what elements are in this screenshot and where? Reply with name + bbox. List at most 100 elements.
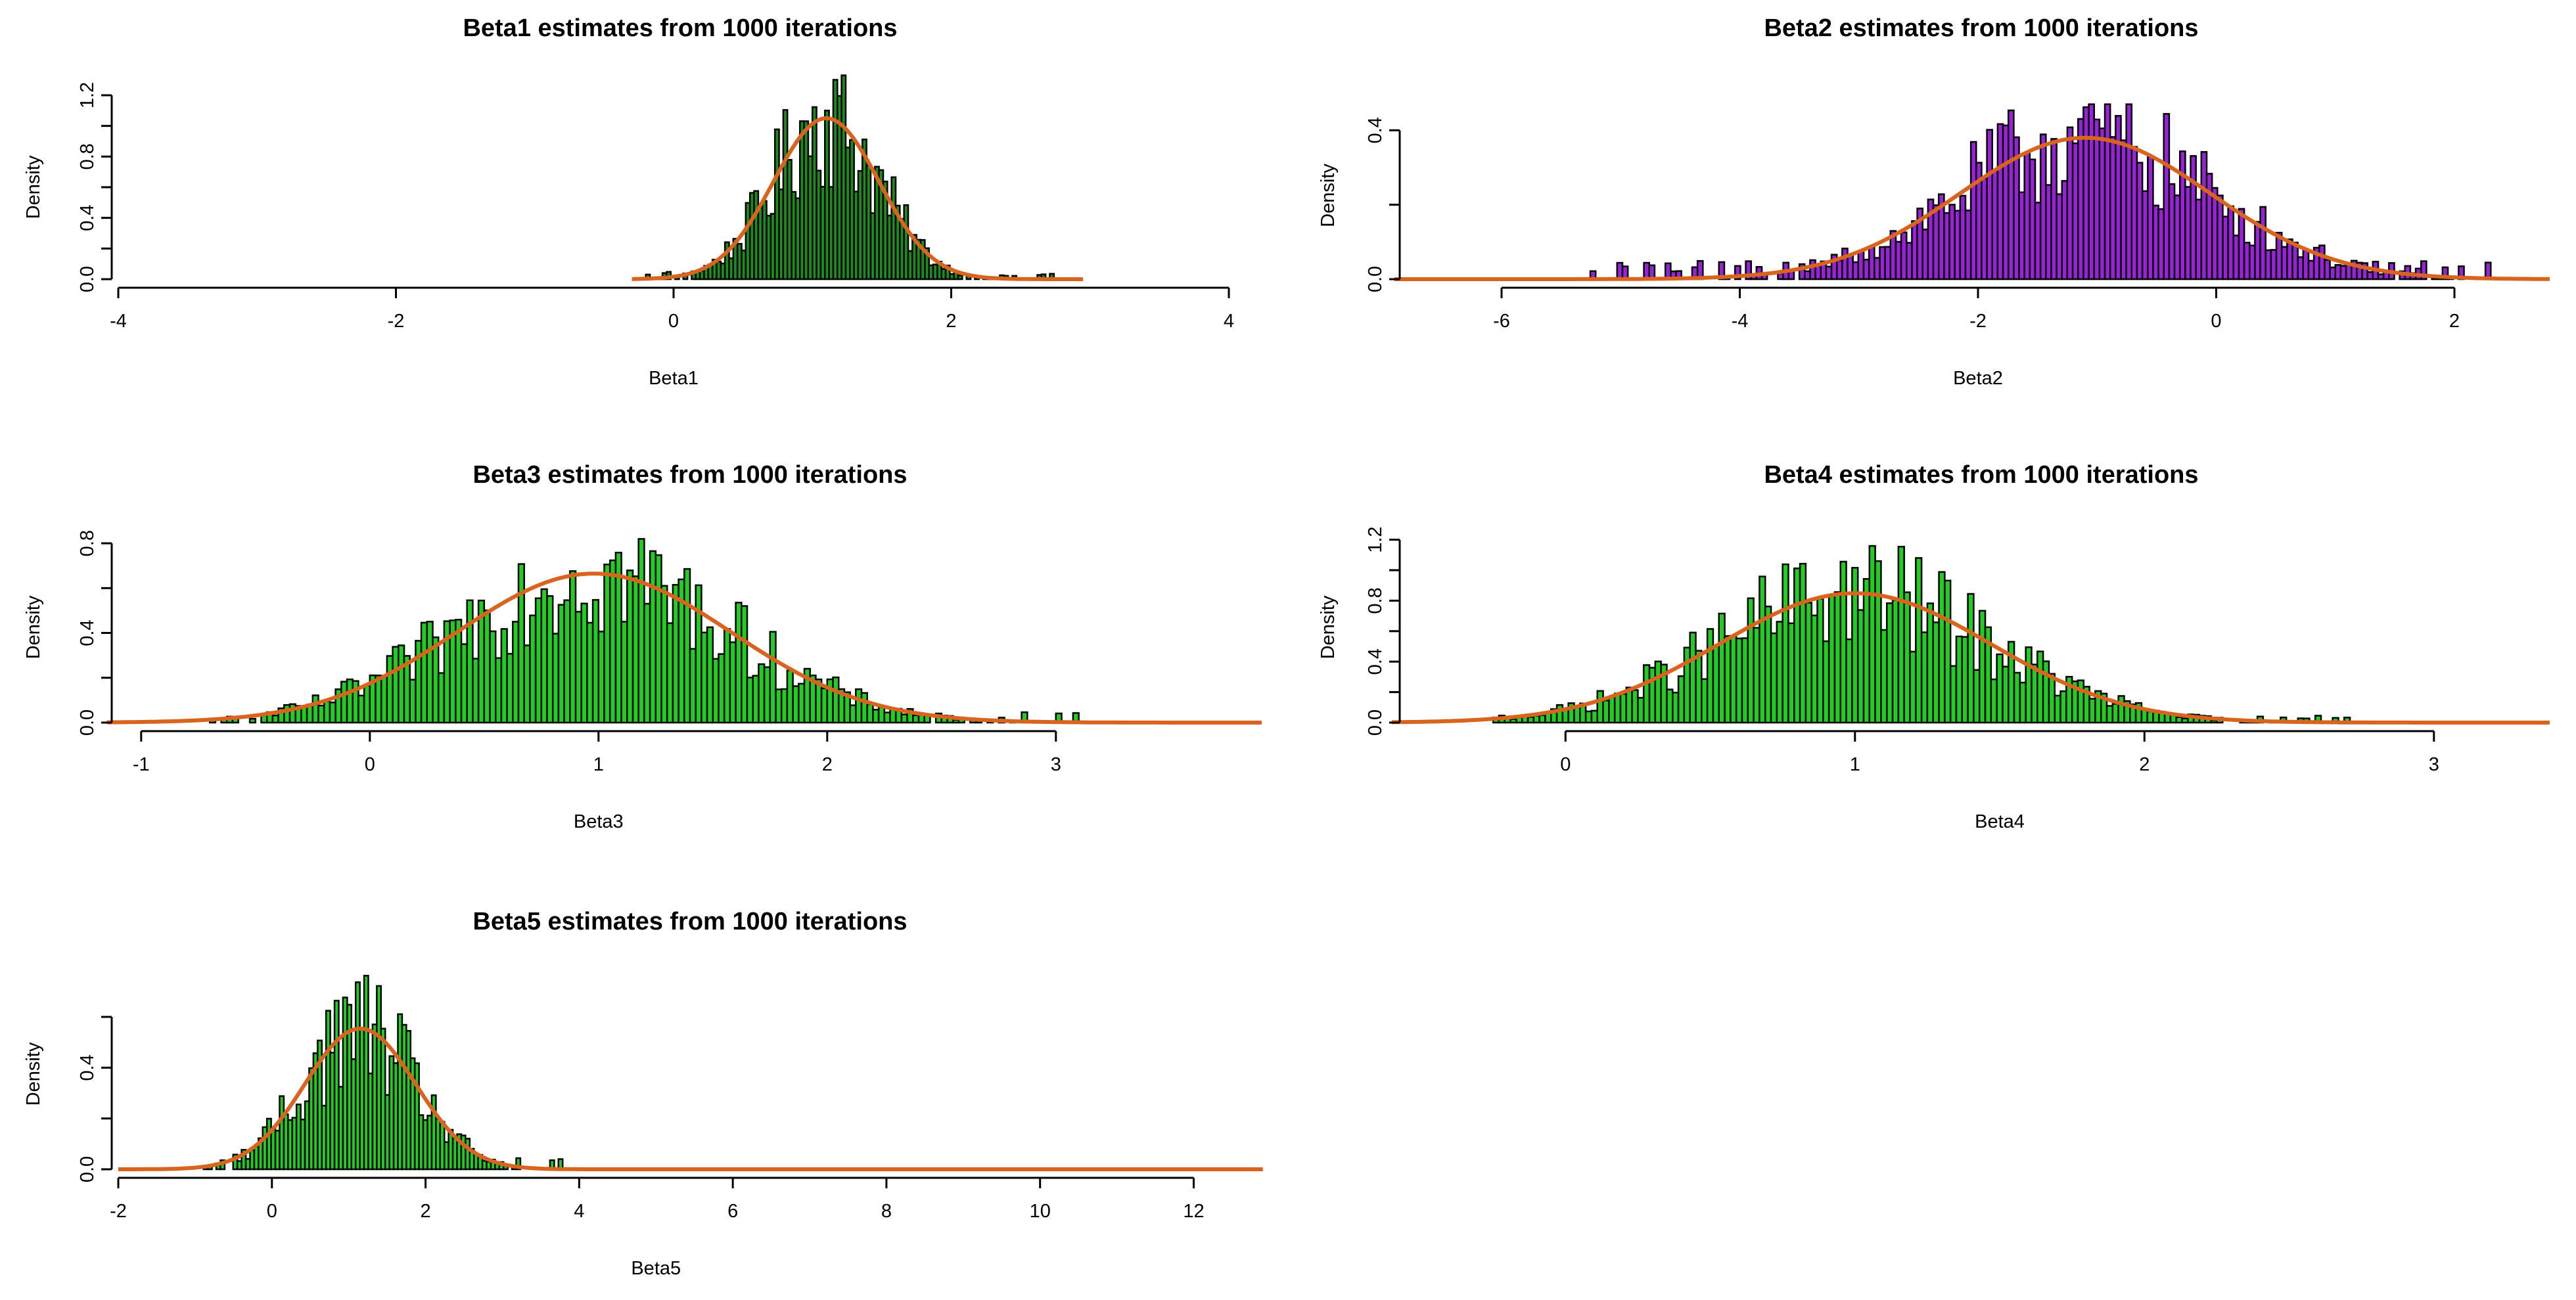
y-axis-label: Density <box>23 155 44 219</box>
histogram-bar <box>546 595 554 724</box>
histogram-bar <box>1984 626 1992 724</box>
histogram-bar <box>1613 692 1622 724</box>
histogram-bar <box>798 683 806 724</box>
histogram-bar <box>944 264 951 280</box>
histogram-bar <box>489 630 497 724</box>
histogram-bar <box>746 677 754 724</box>
histogram-bar <box>472 658 480 724</box>
density-curve <box>106 572 1262 725</box>
histogram-bar <box>340 681 348 724</box>
histogram-bar <box>957 275 963 280</box>
histogram-bar <box>832 676 840 724</box>
histogram-bar <box>1776 621 1783 724</box>
histogram-bar <box>1851 567 1859 724</box>
histogram-bar <box>375 674 382 724</box>
histogram-bar <box>1712 644 1720 724</box>
y-tick-label: 0.4 <box>1365 648 1386 675</box>
histogram-bar <box>1648 667 1657 724</box>
histogram-bar <box>333 1000 340 1171</box>
x-axis-label: Beta4 <box>1975 811 2025 832</box>
histogram-bar <box>460 643 468 724</box>
histogram-bar <box>643 602 651 724</box>
x-tick-label: 2 <box>822 754 833 775</box>
histogram-bar <box>2140 709 2148 724</box>
x-tick-label: -2 <box>110 1201 127 1222</box>
histogram-bar <box>1532 715 1540 724</box>
y-tick-label: 0.8 <box>77 530 98 556</box>
histogram-bar <box>2361 262 2368 280</box>
histogram-bar <box>1839 560 1847 724</box>
y-tick-label: 0.8 <box>77 143 98 169</box>
x-tick-label: 12 <box>1183 1201 1204 1222</box>
x-tick-label: 1 <box>1850 754 1860 775</box>
histogram-bar <box>515 1157 522 1171</box>
chart-title: Beta5 estimates from 1000 iterations <box>472 908 907 935</box>
x-tick-label: -4 <box>1732 311 1749 332</box>
histogram-bar <box>569 570 577 724</box>
histogram-bar <box>912 714 920 724</box>
histogram-bar <box>752 675 760 724</box>
x-tick-label: 8 <box>881 1201 892 1222</box>
histogram-bar <box>741 605 748 724</box>
histogram-bar <box>1920 631 1929 724</box>
histogram-bar <box>2036 650 2044 724</box>
histogram-bar <box>283 704 291 724</box>
histogram-bar <box>660 585 668 724</box>
histogram-bar <box>523 644 531 724</box>
histogram-bar <box>551 633 560 724</box>
histogram-bar <box>718 653 725 724</box>
histogram-bar <box>1724 635 1732 724</box>
histogram-bar <box>1701 678 1709 724</box>
histogram-bar <box>557 604 565 724</box>
density-curve <box>118 1027 1263 1171</box>
histogram-bar <box>655 554 662 724</box>
histogram-bar <box>1978 610 1987 724</box>
histogram-bar <box>1903 591 1911 724</box>
x-tick-label: -2 <box>388 311 405 332</box>
histogram-bar <box>2031 663 2038 724</box>
histogram-bar <box>432 636 440 724</box>
histogram-bar <box>409 679 417 724</box>
y-tick-label: 0.4 <box>1365 117 1386 143</box>
histogram-bar <box>466 599 474 724</box>
histogram-bar <box>609 559 617 724</box>
histogram-bar <box>529 614 537 724</box>
histogram-bar <box>386 655 394 724</box>
histogram-bar <box>820 687 829 724</box>
histogram-bar <box>775 688 783 724</box>
histogram-bar <box>1734 265 1741 280</box>
histogram-bar <box>2025 646 2033 724</box>
y-axis-label: Density <box>1318 164 1339 227</box>
histogram-bar <box>952 719 960 724</box>
histogram-bar <box>1759 575 1766 724</box>
histogram-bar <box>735 602 743 724</box>
histogram-bar <box>586 621 594 724</box>
histogram-bar <box>1672 692 1680 724</box>
histogram-bar <box>1891 599 1900 724</box>
histogram-bar <box>1897 545 1905 724</box>
histogram-bar <box>849 704 857 724</box>
histogram-bar <box>1973 669 1981 724</box>
x-tick-label: 3 <box>1051 754 1061 775</box>
histogram-bar <box>900 713 908 724</box>
histogram-bar <box>512 621 520 724</box>
x-tick-label: 0 <box>267 1201 277 1222</box>
histogram-bar <box>1527 716 1535 724</box>
histogram-bar <box>903 204 909 280</box>
histogram-bar <box>1584 710 1593 724</box>
histogram-bar <box>2105 705 2114 724</box>
x-axis-label: Beta1 <box>649 368 699 389</box>
histogram-bar <box>2013 671 2021 724</box>
histogram-bar <box>1926 602 1934 724</box>
histogram-bars <box>202 975 564 1171</box>
histogram-bar <box>1944 579 1952 724</box>
histogram-bar <box>1909 650 1917 724</box>
histogram-bar <box>1932 621 1940 724</box>
histogram-bar <box>2420 260 2427 280</box>
histogram-bar <box>2181 717 2189 724</box>
histogram-bar <box>2111 703 2119 724</box>
y-tick-label: 0.0 <box>77 709 98 736</box>
histogram-bar <box>1718 612 1726 724</box>
histogram-bar <box>2175 716 2183 724</box>
